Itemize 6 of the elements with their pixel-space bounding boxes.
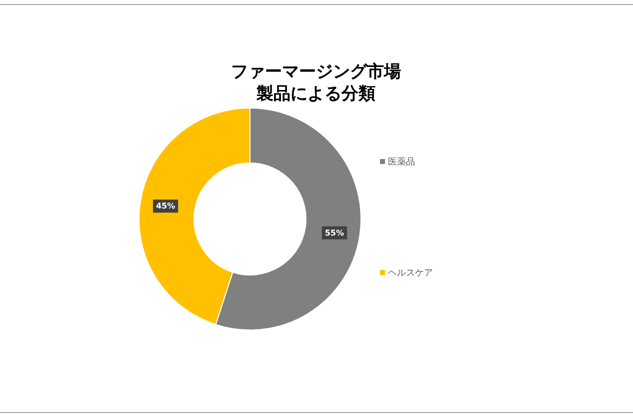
data-label: 45% — [156, 202, 176, 211]
legend-label: ヘルスケア — [388, 268, 433, 278]
chart-subtitle: 製品による分類 — [256, 84, 376, 104]
legend-label: 医薬品 — [388, 156, 415, 168]
data-label: 55% — [324, 228, 344, 238]
chart-title: ファーマージング市場 — [231, 62, 401, 82]
